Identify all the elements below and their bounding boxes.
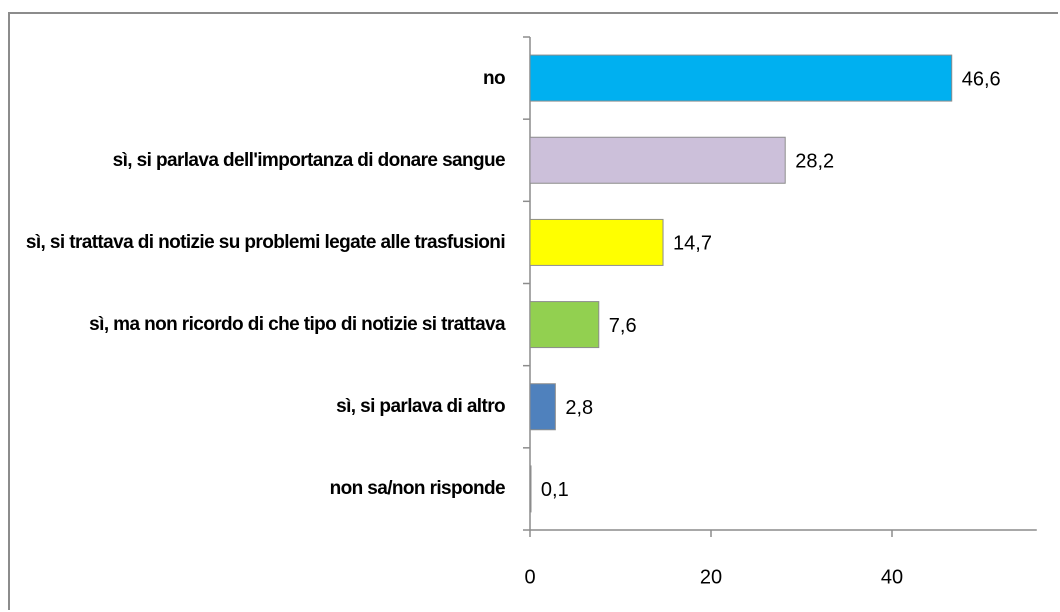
category-label-box: no: [15, 43, 506, 113]
category-label-box: non sa/non risponde: [15, 454, 506, 524]
value-label: 0,1: [541, 479, 569, 501]
bar: [529, 136, 786, 184]
bar: [529, 465, 532, 513]
category-label: sì, si parlava di altro: [336, 396, 505, 418]
value-label: 46,6: [962, 68, 1001, 90]
value-label: 14,7: [673, 233, 712, 255]
category-label-box: sì, si parlava di altro: [15, 372, 505, 442]
x-tick-label: 0: [524, 566, 535, 588]
value-label: 7,6: [609, 315, 637, 337]
x-tick-label: 20: [700, 566, 722, 588]
bar: [529, 54, 953, 102]
bar: [529, 301, 600, 349]
category-label: sì, ma non ricordo di che tipo di notizi…: [89, 314, 505, 336]
category-label-box: sì, si parlava dell'importanza di donare…: [15, 125, 506, 195]
chart-frame: [8, 12, 1058, 610]
bar: [529, 218, 664, 266]
category-label: sì, si parlava dell'importanza di donare…: [112, 149, 506, 171]
bar: [529, 383, 556, 431]
category-label-box: sì, si trattava di notizie su problemi l…: [15, 207, 506, 277]
x-tick-label: 40: [881, 566, 903, 588]
category-label: no: [482, 67, 506, 89]
value-label: 28,2: [795, 151, 834, 173]
category-label: sì, si trattava di notizie su problemi l…: [25, 231, 506, 253]
value-label: 2,8: [565, 397, 593, 419]
category-label-box: sì, ma non ricordo di che tipo di notizi…: [15, 290, 505, 360]
category-label: non sa/non risponde: [329, 478, 506, 500]
